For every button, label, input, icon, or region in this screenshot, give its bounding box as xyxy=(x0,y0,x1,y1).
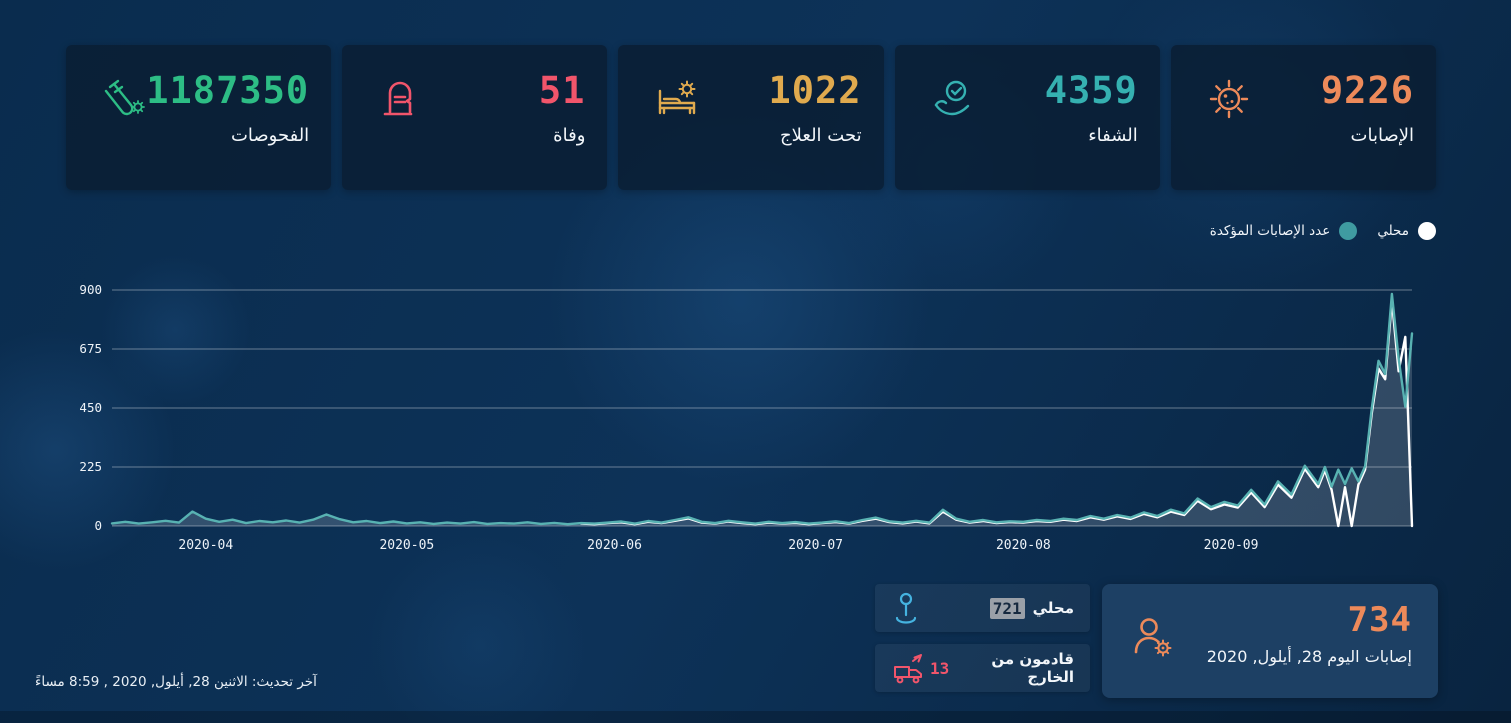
today-infections-label: إصابات اليوم 28, أيلول, 2020 xyxy=(1206,647,1412,666)
svg-text:2020-05: 2020-05 xyxy=(379,538,434,553)
card-tests: 1187350 الفحوصات xyxy=(65,45,332,190)
svg-text:900: 900 xyxy=(79,282,102,297)
infections-label: الإصابات xyxy=(1350,125,1414,146)
card-infections: 9226 الإصابات xyxy=(1170,45,1436,190)
tests-label: الفحوصات xyxy=(230,125,310,146)
today-infections-card: 734 إصابات اليوم 28, أيلول, 2020 xyxy=(1102,584,1438,698)
local-value: 721 xyxy=(989,597,1025,619)
recovered-label: الشفاء xyxy=(1088,125,1138,146)
hospital-bed-icon xyxy=(654,77,700,123)
svg-text:2020-06: 2020-06 xyxy=(587,538,642,553)
under-treatment-label: تحت العلاج xyxy=(780,125,862,146)
legend-dot-confirmed xyxy=(1339,222,1358,240)
svg-text:2020-08: 2020-08 xyxy=(996,538,1051,553)
legend-dot-local xyxy=(1418,222,1436,240)
svg-text:2020-09: 2020-09 xyxy=(1204,538,1259,553)
legend-label-confirmed: عدد الإصابات المؤكدة xyxy=(1209,223,1331,239)
svg-text:0: 0 xyxy=(94,518,102,533)
recovered-value: 4359 xyxy=(1044,69,1138,112)
confirmed-cases-line-chart[interactable]: 0 225 450 675 900 2020-04 2020-05 2020-06 2020-0… xyxy=(0,278,1460,568)
test-tube-icon xyxy=(102,77,148,123)
local-label: محلي xyxy=(1032,599,1074,617)
stats-cards-row: 9226 الإصابات 4359 الشفاء xyxy=(65,45,1436,190)
bottom-strip xyxy=(0,711,1511,723)
person-gear-icon xyxy=(1130,614,1178,660)
deaths-label: وفاة xyxy=(553,125,586,146)
card-recovered: 4359 الشفاء xyxy=(894,45,1160,190)
svg-text:675: 675 xyxy=(79,341,102,356)
last-update-text: آخر تحديث: الاثنين 28, أيلول, 2020 , 8:5… xyxy=(35,674,317,690)
arrivals-label: قادمون من الخارج xyxy=(991,650,1074,686)
tombstone-icon xyxy=(378,77,422,121)
tests-value: 1187350 xyxy=(146,69,310,112)
legend-item-local[interactable]: محلي xyxy=(1377,222,1436,240)
map-pin-icon xyxy=(891,591,921,625)
recovery-hand-icon xyxy=(931,77,977,123)
legend-label-local: محلي xyxy=(1377,223,1409,239)
today-infections-value: 734 xyxy=(1347,600,1412,640)
today-breakdown-panel: محلي 721 قادمون من الخارج 13 xyxy=(875,584,1090,692)
under-treatment-value: 1022 xyxy=(768,69,862,112)
svg-text:2020-07: 2020-07 xyxy=(788,538,843,553)
legend-item-confirmed[interactable]: عدد الإصابات المؤكدة xyxy=(1210,222,1358,240)
breakdown-row-local: محلي 721 xyxy=(875,584,1090,632)
svg-text:2020-04: 2020-04 xyxy=(178,538,233,553)
infections-value: 9226 xyxy=(1320,69,1414,112)
card-under-treatment: 1022 تحت العلاج xyxy=(618,45,884,190)
arrivals-truck-icon xyxy=(891,651,927,685)
chart-legend: محلي عدد الإصابات المؤكدة xyxy=(1210,222,1436,240)
virus-icon xyxy=(1207,77,1251,121)
svg-text:450: 450 xyxy=(79,400,102,415)
arrivals-value: 13 xyxy=(930,658,950,678)
deaths-value: 51 xyxy=(538,69,586,112)
svg-text:225: 225 xyxy=(79,459,102,474)
card-deaths: 51 وفاة xyxy=(342,45,608,190)
breakdown-row-arrivals: قادمون من الخارج 13 xyxy=(875,644,1090,692)
